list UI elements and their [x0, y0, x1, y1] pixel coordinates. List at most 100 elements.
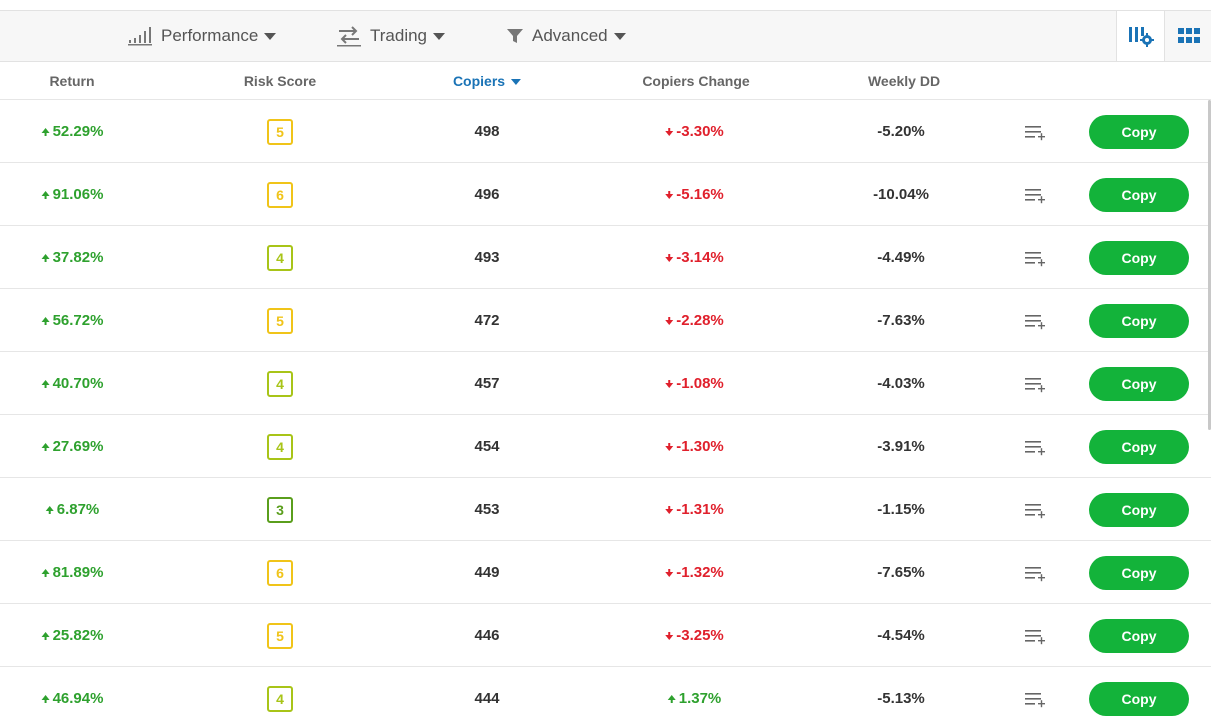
arrow-up-icon [667, 694, 676, 703]
copy-button[interactable]: Copy [1089, 303, 1189, 338]
weekly-dd-value: -4.49% [877, 249, 925, 266]
risk-score-cell: 4 [267, 352, 293, 415]
copy-button[interactable]: Copy [1089, 555, 1189, 590]
return-cell: 40.70% [41, 352, 103, 415]
copiers-value: 449 [474, 564, 500, 581]
funnel-icon [507, 29, 523, 43]
add-to-watchlist-button[interactable] [1024, 100, 1046, 163]
copiers-change-value: -3.25% [676, 627, 724, 644]
add-to-list-icon [1025, 566, 1045, 581]
add-to-watchlist-button[interactable] [1024, 604, 1046, 667]
chevron-down-icon [433, 32, 446, 40]
table-row[interactable]: 46.94% 4 444 1.37% -5.13% Copy [0, 667, 1211, 726]
copiers-value: 453 [474, 501, 500, 518]
copiers-change-cell: -1.32% [664, 541, 724, 604]
trading-filter[interactable]: Trading [336, 11, 446, 61]
table-row[interactable]: 37.82% 4 493 -3.14% -4.49% Copy [0, 226, 1211, 289]
table-row[interactable]: 27.69% 4 454 -1.30% -3.91% Copy [0, 415, 1211, 478]
copiers-change-cell: -1.31% [664, 478, 724, 541]
add-to-list-icon [1025, 377, 1045, 392]
add-to-watchlist-button[interactable] [1024, 163, 1046, 226]
column-header-copiers[interactable]: Copiers [453, 62, 522, 100]
arrow-up-icon [45, 505, 54, 514]
copy-button[interactable]: Copy [1089, 177, 1189, 212]
copy-button[interactable]: Copy [1089, 240, 1189, 275]
copy-button[interactable]: Copy [1089, 618, 1189, 653]
add-to-list-icon [1025, 125, 1045, 140]
column-header-risk-score[interactable]: Risk Score [243, 73, 317, 89]
copiers-change-cell: -5.16% [664, 163, 724, 226]
return-value: 81.89% [52, 564, 104, 581]
arrow-up-icon [41, 379, 50, 388]
copy-button-cell: Copy [1089, 352, 1189, 415]
arrow-down-icon [665, 316, 674, 325]
arrow-up-icon [41, 127, 50, 136]
table-row[interactable]: 25.82% 5 446 -3.25% -4.54% Copy [0, 604, 1211, 667]
weekly-dd-value: -7.65% [877, 564, 925, 581]
swap-arrows-icon [337, 26, 361, 47]
table-body: 52.29% 5 498 -3.30% -5.20% Copy 91.06% 6 [0, 100, 1211, 726]
risk-score-cell: 6 [267, 541, 293, 604]
table-row[interactable]: 81.89% 6 449 -1.32% -7.65% Copy [0, 541, 1211, 604]
copiers-change-cell: -3.25% [664, 604, 724, 667]
arrow-down-icon [665, 442, 674, 451]
table-row[interactable]: 40.70% 4 457 -1.08% -4.03% Copy [0, 352, 1211, 415]
columns-settings-icon [1128, 27, 1154, 47]
copy-button-cell: Copy [1089, 289, 1189, 352]
risk-score-badge: 5 [267, 307, 293, 334]
performance-filter-label: Performance [161, 26, 259, 45]
copy-button[interactable]: Copy [1089, 114, 1189, 149]
weekly-dd-value: -7.63% [877, 312, 925, 329]
columns-settings-button[interactable] [1116, 11, 1164, 61]
arrow-up-icon [41, 253, 50, 262]
advanced-filter[interactable]: Advanced [506, 11, 626, 61]
add-to-watchlist-button[interactable] [1024, 478, 1046, 541]
add-to-list-icon [1025, 692, 1045, 707]
return-value: 25.82% [52, 627, 104, 644]
copy-button-cell: Copy [1089, 604, 1189, 667]
copiers-change-value: -3.30% [676, 123, 724, 140]
copiers-value: 498 [474, 123, 500, 140]
copy-button-cell: Copy [1089, 667, 1189, 726]
copiers-change-cell: -2.28% [664, 289, 724, 352]
table-row[interactable]: 56.72% 5 472 -2.28% -7.63% Copy [0, 289, 1211, 352]
grid-view-button[interactable] [1164, 11, 1211, 61]
return-value: 27.69% [52, 438, 104, 455]
advanced-filter-label: Advanced [532, 26, 608, 45]
weekly-dd-value: -5.20% [877, 123, 925, 140]
performance-filter[interactable]: Performance [127, 11, 277, 61]
add-to-watchlist-button[interactable] [1024, 289, 1046, 352]
risk-score-cell: 3 [267, 478, 293, 541]
risk-score-cell: 5 [267, 604, 293, 667]
scrollbar[interactable] [1208, 100, 1211, 430]
copiers-change-cell: -3.14% [664, 226, 724, 289]
chevron-down-icon [264, 32, 277, 40]
add-to-watchlist-button[interactable] [1024, 415, 1046, 478]
add-to-watchlist-button[interactable] [1024, 667, 1046, 726]
copy-button[interactable]: Copy [1089, 429, 1189, 464]
copy-button[interactable]: Copy [1089, 681, 1189, 716]
add-to-list-icon [1025, 440, 1045, 455]
column-header-copiers-change[interactable]: Copiers Change [642, 73, 750, 89]
copiers-change-value: -5.16% [676, 186, 724, 203]
copiers-change-cell: -1.08% [664, 352, 724, 415]
return-value: 6.87% [56, 501, 100, 518]
column-header-weekly-dd[interactable]: Weekly DD [867, 73, 941, 89]
copy-button[interactable]: Copy [1089, 492, 1189, 527]
add-to-watchlist-button[interactable] [1024, 352, 1046, 415]
risk-score-cell: 6 [267, 163, 293, 226]
table-row[interactable]: 52.29% 5 498 -3.30% -5.20% Copy [0, 100, 1211, 163]
return-cell: 27.69% [41, 415, 104, 478]
trading-filter-label: Trading [370, 26, 428, 45]
filter-bar: Performance Trading Advanced [0, 10, 1211, 62]
add-to-watchlist-button[interactable] [1024, 226, 1046, 289]
column-header-return[interactable]: Return [49, 73, 95, 89]
arrow-down-icon [665, 379, 674, 388]
return-cell: 25.82% [41, 604, 104, 667]
arrow-down-icon [665, 127, 674, 136]
table-row[interactable]: 91.06% 6 496 -5.16% -10.04% Copy [0, 163, 1211, 226]
table-row[interactable]: 6.87% 3 453 -1.31% -1.15% Copy [0, 478, 1211, 541]
add-to-watchlist-button[interactable] [1024, 541, 1046, 604]
copy-button[interactable]: Copy [1089, 366, 1189, 401]
return-value: 46.94% [52, 690, 104, 707]
